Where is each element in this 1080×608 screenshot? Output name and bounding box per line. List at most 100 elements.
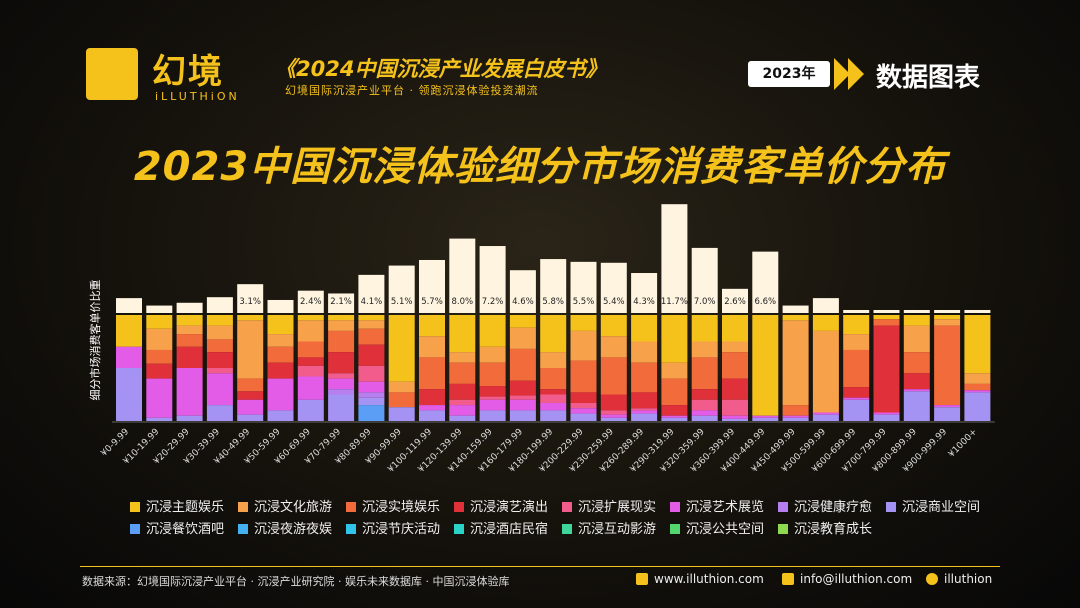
segment-2	[873, 319, 900, 326]
segment-3	[691, 389, 718, 400]
legend-label: 沉浸餐饮酒吧	[146, 522, 225, 537]
segment-5	[600, 414, 627, 418]
segment-1	[631, 341, 658, 363]
total-label: 3.1%	[239, 297, 261, 307]
segment-0	[631, 315, 658, 342]
segment-0	[570, 315, 597, 331]
segment-7	[328, 394, 355, 421]
segment-0	[509, 315, 536, 328]
segment-3	[419, 389, 445, 406]
segment-5	[934, 405, 961, 408]
legend-item: 沉浸餐饮酒吧	[130, 518, 224, 537]
legend-swatch	[238, 502, 248, 512]
segment-7	[297, 399, 324, 421]
legend-swatch	[454, 502, 464, 512]
segment-5	[206, 373, 233, 406]
segment-1	[843, 334, 870, 350]
segment-7	[267, 410, 294, 421]
segment-1	[388, 381, 415, 393]
segment-3	[873, 325, 900, 413]
segment-4	[328, 373, 355, 379]
legend-swatch	[670, 502, 680, 512]
chevron-right-icon	[848, 58, 864, 90]
segment-4	[722, 399, 748, 416]
segment-7	[843, 399, 870, 421]
legend-swatch	[130, 524, 140, 534]
wechat-link[interactable]: illuthion	[926, 572, 992, 586]
legend-item: 沉浸主题娱乐	[130, 496, 224, 515]
segment-1	[237, 320, 264, 379]
total-label: 5.5%	[573, 297, 595, 307]
segment-3	[237, 391, 264, 400]
segment-1	[328, 320, 355, 331]
legend-label: 沉浸夜游夜娱	[254, 522, 333, 537]
segment-7	[358, 397, 385, 406]
segment-2	[934, 325, 961, 406]
total-bar	[419, 259, 445, 313]
total-bar	[812, 298, 839, 313]
segment-2	[691, 357, 718, 390]
segment-4	[358, 365, 385, 382]
segment-1	[479, 346, 506, 363]
segment-7	[388, 407, 415, 421]
segment-1	[206, 325, 233, 340]
legend-label: 沉浸节庆活动	[362, 522, 441, 537]
segment-7	[206, 405, 233, 421]
segment-0	[328, 315, 355, 321]
segment-2	[388, 392, 415, 408]
segment-7	[661, 417, 688, 421]
segment-1	[600, 336, 627, 358]
total-label: 5.4%	[603, 297, 625, 307]
wechat-icon	[926, 573, 938, 585]
segment-0	[116, 315, 142, 347]
total-bar	[782, 305, 809, 313]
segment-1	[812, 330, 839, 413]
segment-3	[297, 357, 324, 366]
segment-5	[297, 376, 324, 400]
legend-label: 沉浸实境娱乐	[362, 500, 441, 515]
legend-item: 沉浸实境娱乐	[346, 496, 440, 515]
segment-1	[358, 320, 385, 329]
legend-item: 沉浸健康疗愈	[778, 496, 872, 515]
total-bar	[752, 251, 779, 313]
segment-0	[479, 315, 506, 347]
website-link[interactable]: www.illuthion.com	[636, 572, 764, 586]
segment-1	[509, 327, 536, 349]
wechat-text: illuthion	[944, 572, 993, 586]
total-bar	[176, 302, 203, 313]
segment-0	[843, 315, 870, 335]
segment-7	[782, 417, 809, 421]
segment-5	[237, 399, 264, 415]
segment-1	[540, 352, 567, 368]
segment-0	[661, 315, 688, 363]
total-bar	[388, 265, 415, 313]
segment-1	[691, 341, 718, 358]
legend-label: 沉浸酒店民宿	[470, 522, 549, 537]
total-label: 2.1%	[330, 297, 352, 307]
segment-3	[358, 344, 385, 366]
total-label: 2.4%	[300, 297, 322, 307]
segment-5	[449, 405, 476, 416]
segment-7	[752, 417, 779, 421]
segment-5	[479, 399, 506, 411]
segment-2	[449, 362, 476, 384]
total-bar	[358, 274, 385, 313]
legend-label: 沉浸艺术展览	[686, 500, 765, 515]
legend-label: 沉浸文化旅游	[254, 500, 333, 515]
segment-2	[722, 352, 748, 379]
segment-3	[176, 346, 203, 368]
segment-7	[934, 407, 961, 421]
legend-item: 沉浸商业空间	[886, 496, 980, 515]
segment-7	[449, 415, 476, 421]
footer-divider	[80, 566, 1000, 567]
total-bar	[691, 247, 718, 313]
segment-7	[176, 415, 203, 421]
email-link[interactable]: info@illuthion.com	[782, 572, 912, 586]
legend-swatch	[130, 502, 140, 512]
total-label: 4.3%	[633, 297, 655, 307]
segment-1	[267, 334, 294, 347]
legend-swatch	[670, 524, 680, 534]
total-label: 4.1%	[361, 297, 383, 307]
total-bar	[600, 262, 627, 313]
legend-swatch	[454, 524, 464, 534]
